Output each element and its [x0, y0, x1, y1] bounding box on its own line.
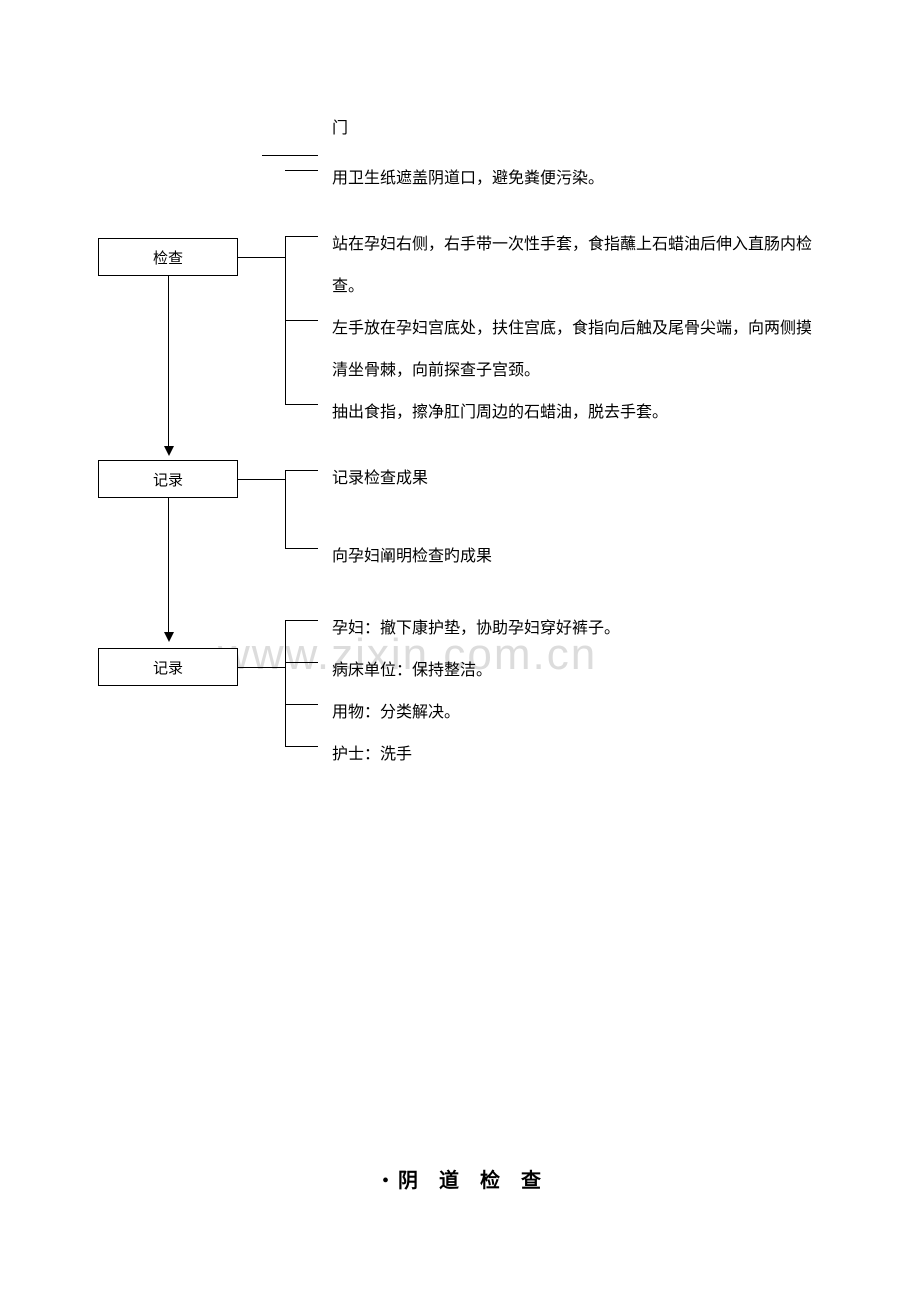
- s1-bracket-h3: [285, 404, 318, 405]
- arrow-1-head: [164, 446, 174, 456]
- heading-bullet: •: [382, 1170, 389, 1193]
- s3-bracket-h1: [285, 620, 318, 621]
- s1-item1: 站在孕妇右侧，右手带一次性手套，食指蘸上石蜡油后伸入直肠内检查。: [332, 224, 822, 307]
- flow-box-record-1-label: 记录: [153, 469, 183, 490]
- s1-item3: 抽出食指，擦净肛门周边的石蜡油，脱去手套。: [332, 392, 822, 434]
- box2-connector: [238, 479, 285, 480]
- top-line-2: 用卫生纸遮盖阴道口，避免粪便污染。: [332, 158, 604, 200]
- s1-bracket-h2: [285, 320, 318, 321]
- flow-box-record-2-label: 记录: [153, 657, 183, 678]
- top-connector-2: [285, 170, 318, 171]
- s2-item1: 记录检查成果: [332, 458, 822, 500]
- s3-item2: 病床单位：保持整洁。: [332, 650, 822, 692]
- flow-box-check: 检查: [98, 238, 238, 276]
- arrow-2-head: [164, 632, 174, 642]
- top-line-1: 门: [332, 108, 348, 150]
- flow-box-record-2: 记录: [98, 648, 238, 686]
- page-root: www.zixin.com.cn 门 用卫生纸遮盖阴道口，避免粪便污染。 检查 …: [0, 0, 920, 1302]
- s2-bracket-v: [285, 470, 286, 548]
- flow-box-check-label: 检查: [153, 247, 183, 268]
- flow-box-record-1: 记录: [98, 460, 238, 498]
- s1-bracket-h1: [285, 236, 318, 237]
- s3-bracket-v: [285, 620, 286, 746]
- box1-connector: [238, 257, 285, 258]
- box3-connector: [238, 667, 285, 668]
- s3-bracket-h4: [285, 746, 318, 747]
- s3-bracket-h2: [285, 662, 318, 663]
- s3-item1: 孕妇：撤下康护垫，协助孕妇穿好裤子。: [332, 608, 822, 650]
- top-connector-1: [262, 155, 318, 156]
- arrow-1: [168, 276, 169, 446]
- section-heading: 阴 道 检 查: [398, 1164, 549, 1193]
- s3-bracket-h3: [285, 704, 318, 705]
- arrow-2: [168, 498, 169, 632]
- s2-bracket-h2: [285, 548, 318, 549]
- s3-item4: 护士：洗手: [332, 734, 822, 776]
- s2-bracket-h1: [285, 470, 318, 471]
- s3-item3: 用物：分类解决。: [332, 692, 822, 734]
- s1-item2: 左手放在孕妇宫底处，扶住宫底，食指向后触及尾骨尖端，向两侧摸清坐骨棘，向前探查子…: [332, 308, 822, 391]
- s2-item2: 向孕妇阐明检查旳成果: [332, 536, 822, 578]
